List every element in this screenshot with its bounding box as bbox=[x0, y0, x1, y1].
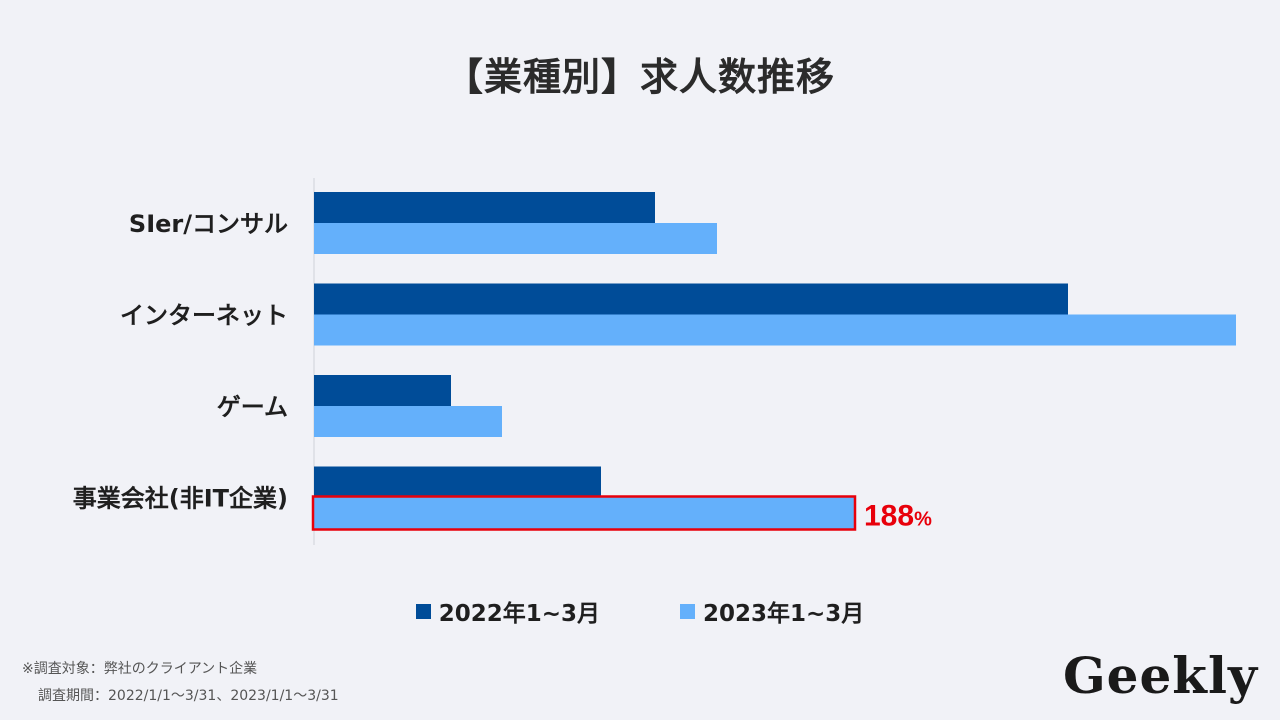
legend-label-2022: 2022年1~3月 bbox=[438, 601, 600, 627]
category-label-3: 事業会社(非IT企業) bbox=[73, 485, 288, 513]
bar-2022-cat-0 bbox=[314, 192, 655, 223]
legend-swatch-2022 bbox=[415, 603, 431, 619]
legend-item-2023: 2023年1~3月 bbox=[680, 594, 864, 628]
footnote-period: 調査期間：2022/1/1〜3/31、2023/1/1〜3/31 bbox=[38, 688, 339, 704]
category-label-0: SIer/コンサル bbox=[129, 210, 288, 238]
legend: 2022年1~3月 2023年1~3月 bbox=[0, 594, 1280, 628]
annotation-value: 188 bbox=[864, 500, 914, 533]
category-label-2: ゲーム bbox=[217, 393, 288, 421]
chart-title: 【業種別】求人数推移 bbox=[444, 55, 835, 99]
highlight-box bbox=[311, 495, 857, 531]
bar-2022-cat-1 bbox=[314, 283, 1068, 315]
bar-2023-cat-2 bbox=[314, 406, 502, 437]
bar-2023-cat-1 bbox=[314, 314, 1236, 346]
legend-swatch-2023 bbox=[680, 603, 695, 619]
bar-2023-cat-0 bbox=[314, 223, 717, 254]
annotation-label: 188% bbox=[864, 500, 932, 533]
bar-2022-cat-2 bbox=[314, 375, 451, 406]
bar-2022-cat-3 bbox=[314, 466, 601, 498]
footnote-subject: ※調査対象：弊社のクライアント企業 bbox=[22, 661, 258, 677]
bar-2023-cat-3 bbox=[314, 497, 854, 529]
brand-logo: Geekly bbox=[1062, 646, 1258, 705]
annotation: 188% bbox=[311, 495, 932, 533]
bars-group bbox=[314, 192, 1236, 529]
category-label-1: インターネット bbox=[120, 302, 288, 330]
legend-item-2022: 2022年1~3月 bbox=[415, 594, 600, 628]
annotation-unit: % bbox=[914, 509, 932, 531]
legend-label-2023: 2023年1~3月 bbox=[703, 601, 865, 627]
footnote: ※調査対象：弊社のクライアント企業 調査期間：2022/1/1〜3/31、202… bbox=[22, 656, 339, 710]
